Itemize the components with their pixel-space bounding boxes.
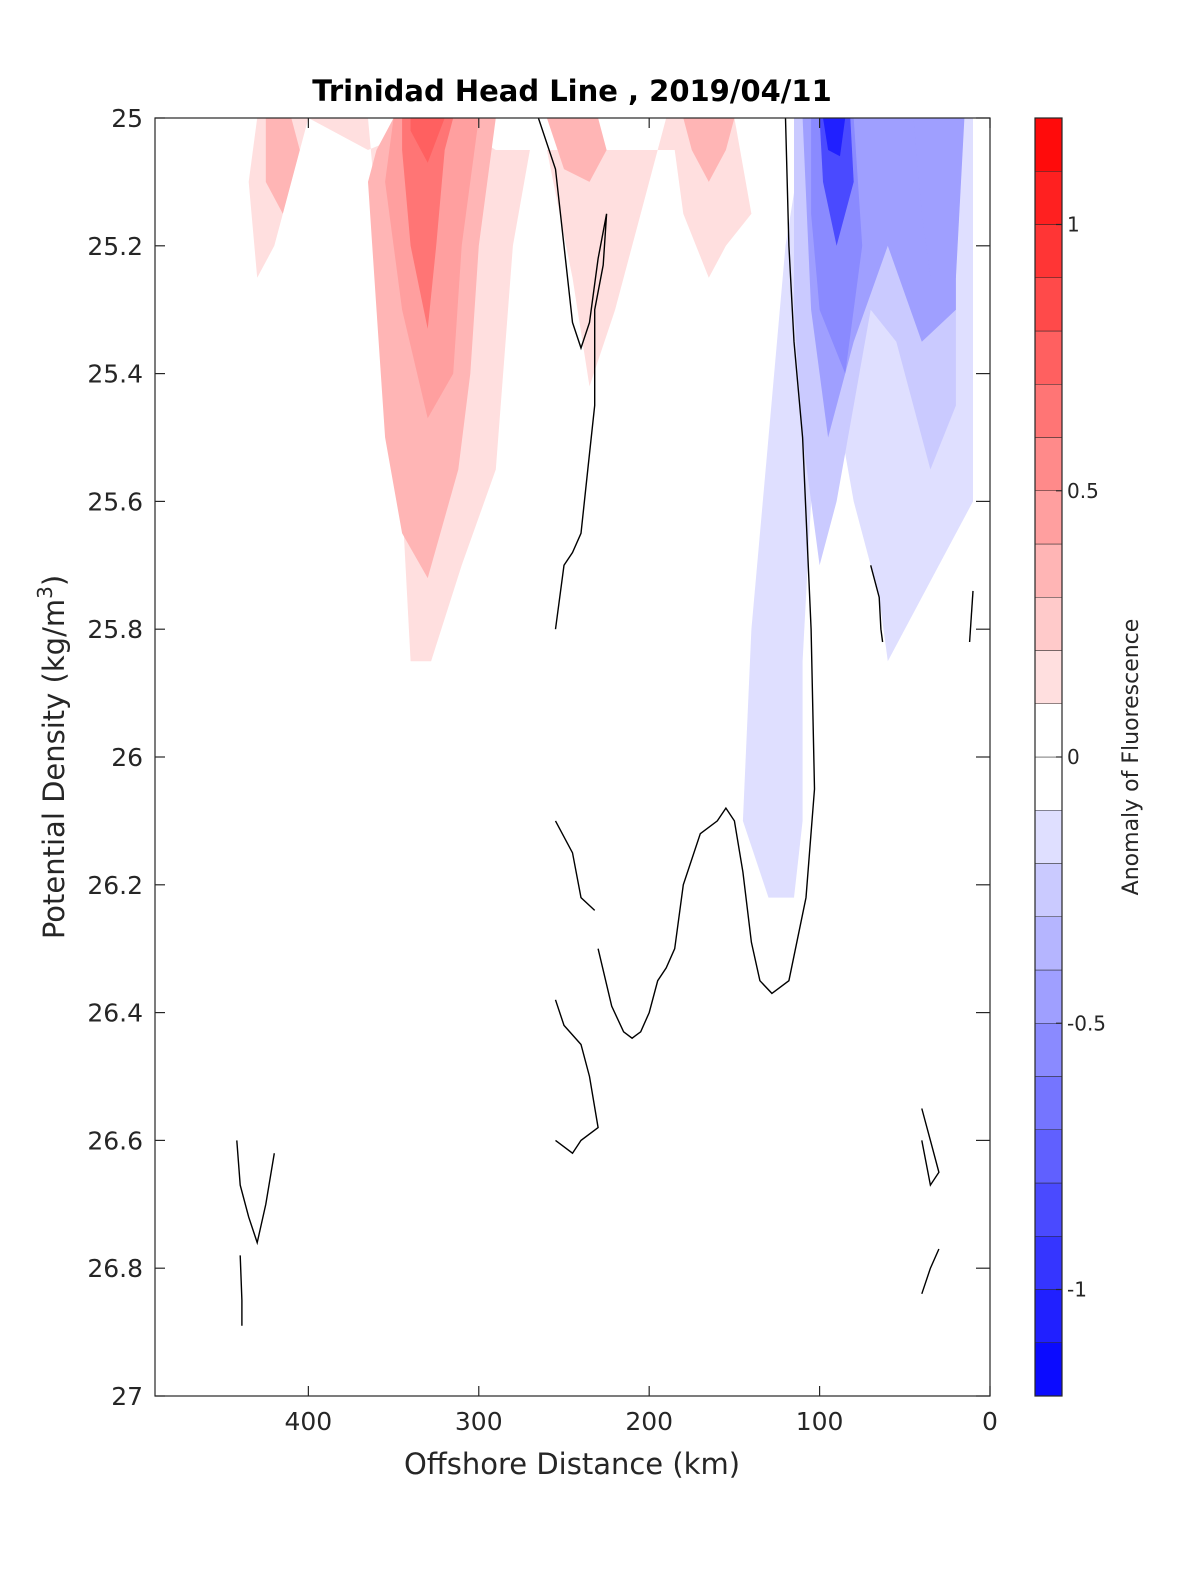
colorbar-segment [1034, 1289, 1063, 1343]
zero-contour-1 [597, 118, 816, 1040]
colorbar-segment [1034, 437, 1063, 491]
colorbar-segment [1034, 171, 1063, 225]
y-tick-label: 25.2 [87, 232, 143, 261]
colorbar-segment [1034, 1129, 1063, 1184]
colorbar-segment [1034, 277, 1063, 332]
colorbar-label: Anomaly of Fluorescence [1119, 619, 1144, 896]
chart-title: Trinidad Head Line , 2019/04/11 [312, 74, 832, 108]
colorbar-segment [1034, 810, 1063, 864]
colorbar-segment [1034, 384, 1063, 438]
y-tick-label: 26.4 [87, 999, 143, 1028]
y-tick-label: 26.2 [87, 871, 143, 900]
zero-contour-lines [236, 118, 974, 1326]
y-tick-label: 26 [111, 743, 143, 772]
colorbar-segment [1034, 1023, 1063, 1077]
zero-contour-4 [236, 1140, 275, 1246]
contour-region-2 [546, 118, 607, 182]
x-tick-label: 300 [455, 1407, 503, 1436]
colorbar-segment [1034, 916, 1063, 971]
colorbar-segment [1034, 1342, 1063, 1397]
y-axis: 25 25.2 25.4 25.6 25.8 26 26.2 26.4 26.6 26.8 27 [87, 104, 990, 1411]
x-axis-label: Offshore Distance (km) [404, 1447, 740, 1481]
y-tick-label: 26.6 [87, 1126, 143, 1155]
colorbar-segment [1034, 1236, 1063, 1290]
zero-contour-5 [239, 1255, 243, 1326]
x-tick-label: 400 [285, 1407, 333, 1436]
colorbar-tick-label: 0 [1067, 745, 1080, 769]
colorbar-segment [1034, 224, 1063, 278]
zero-contour-3 [554, 999, 599, 1155]
zero-contour-0 [537, 118, 608, 630]
y-tick-label: 26.8 [87, 1254, 143, 1283]
y-tick-label: 25.4 [87, 360, 143, 389]
colorbar-tick-label: -1 [1067, 1278, 1087, 1302]
colorbar-segment [1034, 543, 1063, 598]
x-tick-label: 0 [982, 1407, 998, 1436]
zero-contour-6 [870, 565, 884, 643]
y-axis-label: Potential Density (kg/m3) [33, 575, 71, 939]
zero-contour-8 [921, 1248, 940, 1295]
contour-region-4 [265, 118, 300, 214]
colorbar-ticks: 1 0.5 0 -0.5 -1 [1056, 213, 1106, 1302]
colorbar-segment [1034, 756, 1063, 811]
y-axis-label-main: Potential Density (kg/m [37, 599, 71, 939]
colorbar-segment [1034, 1182, 1063, 1237]
y-axis-label-close: ) [37, 575, 71, 586]
colorbar [1034, 117, 1063, 1397]
zero-contour-2 [554, 820, 596, 911]
y-tick-label: 25.8 [87, 615, 143, 644]
colorbar-segment [1034, 1076, 1063, 1130]
y-tick-label: 27 [111, 1382, 143, 1411]
y-tick-label: 25.6 [87, 487, 143, 516]
colorbar-segment [1034, 330, 1063, 385]
colorbar-tick-label: 0.5 [1067, 479, 1099, 503]
contour-region-14 [823, 118, 846, 157]
colorbar-segment [1034, 863, 1063, 917]
contour-region-3 [683, 118, 735, 182]
filled-contours [248, 118, 973, 898]
colorbar-tick-label: -0.5 [1067, 1011, 1106, 1035]
colorbar-segment [1034, 703, 1063, 758]
contour-region-6 [402, 118, 454, 329]
colorbar-tick-label: 1 [1067, 213, 1080, 237]
x-axis: 400 300 200 100 0 [285, 118, 998, 1436]
colorbar-segment [1034, 117, 1063, 172]
zero-contour-9 [968, 590, 974, 643]
y-tick-label: 25 [111, 104, 143, 133]
colorbar-segment [1034, 597, 1063, 651]
contour-region-12 [913, 118, 965, 278]
x-tick-label: 200 [625, 1407, 673, 1436]
colorbar-segment [1034, 490, 1063, 545]
contour-region-0 [248, 118, 752, 662]
x-tick-label: 100 [796, 1407, 844, 1436]
colorbar-segment [1034, 969, 1063, 1024]
y-axis-label-superscript: 3 [33, 586, 57, 599]
contour-region-7 [410, 118, 445, 163]
colorbar-segment [1034, 650, 1063, 704]
zero-contour-7 [921, 1108, 940, 1187]
